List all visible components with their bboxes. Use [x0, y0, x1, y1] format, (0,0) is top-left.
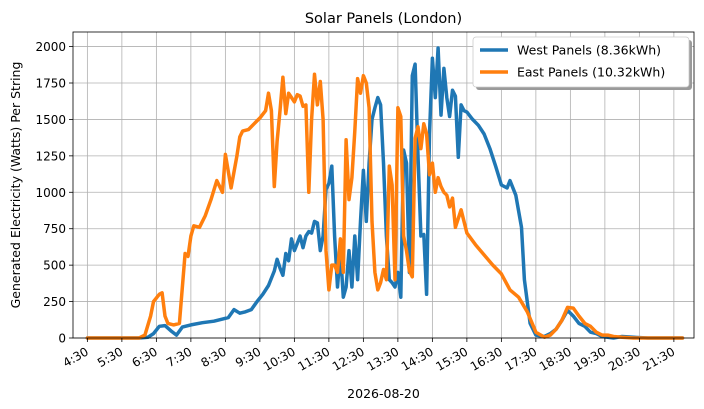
y-tick-label: 2000	[35, 40, 66, 54]
series-line-west	[85, 46, 685, 340]
y-tick-label: 250	[43, 295, 66, 309]
y-axis-title: Generated Electricity (Watts) Per String	[8, 62, 23, 309]
series-lines	[85, 46, 685, 340]
legend-label-west: West Panels (8.36kWh)	[517, 43, 661, 58]
x-axis-title: 2026-08-20	[347, 386, 420, 401]
y-axis: 0 250 500 750 1000 1250 1500 1750 2000	[35, 40, 73, 346]
y-tick-label: 1250	[35, 149, 66, 163]
y-tick-label: 1750	[35, 77, 66, 91]
chart-title: Solar Panels (London)	[305, 11, 462, 27]
y-tick-label: 0	[58, 332, 66, 346]
y-tick-label: 750	[43, 222, 66, 236]
series-line-east	[85, 72, 685, 340]
legend-label-east: East Panels (10.32kWh)	[517, 65, 665, 80]
legend: West Panels (8.36kWh) East Panels (10.32…	[472, 36, 692, 90]
legend-box	[472, 36, 690, 88]
plot-frame	[72, 31, 695, 339]
y-tick-label: 1000	[35, 186, 66, 200]
y-tick-label: 500	[43, 259, 66, 273]
y-tick-label: 1500	[35, 113, 66, 127]
